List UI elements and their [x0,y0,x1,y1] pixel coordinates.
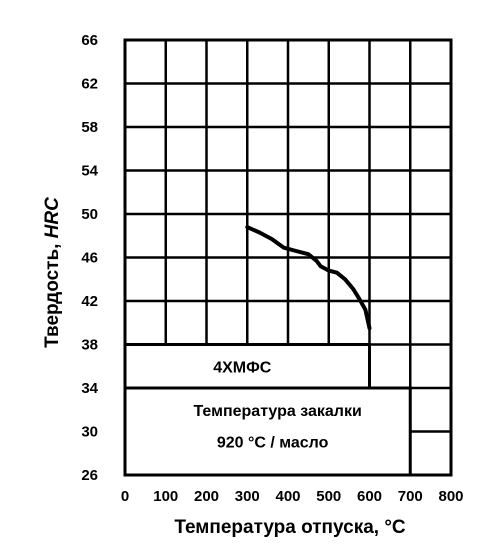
y-axis-label: Твердость, HRC [42,197,63,348]
y-tick-labels: 66 62 58 54 50 46 42 38 34 30 26 [81,32,98,484]
grid [125,40,451,475]
y-tick-label: 26 [81,467,98,484]
x-axis-label: Температура отпуска, °C [174,517,406,538]
x-tick-label: 0 [121,488,129,505]
y-tick-label: 50 [81,206,98,223]
x-tick-label: 800 [438,488,463,505]
x-tick-label: 200 [194,488,219,505]
y-tick-label: 66 [81,32,98,49]
x-tick-label: 400 [275,488,300,505]
y-tick-label: 46 [81,250,98,267]
y-axis-label-unit: HRC [42,197,63,238]
y-tick-label: 30 [81,424,98,441]
x-tick-label: 100 [153,488,178,505]
x-tick-label: 600 [357,488,382,505]
x-tick-labels: 0 100 200 300 400 500 600 700 800 [121,488,464,505]
quench-temperature-label: Температура закалки [193,403,361,420]
y-tick-label: 34 [81,380,98,397]
x-tick-label: 300 [235,488,260,505]
x-tick-label: 700 [398,488,423,505]
y-tick-label: 38 [81,337,98,354]
y-tick-label: 54 [81,163,98,180]
plot-frame [123,38,453,477]
hardness-curve [245,225,372,331]
quench-box [123,386,412,477]
y-tick-label: 58 [81,119,98,136]
y-axis-label-text: Твердость, [42,238,63,348]
y-tick-label: 42 [81,293,98,310]
y-tick-label: 62 [81,76,98,93]
x-tick-label: 500 [316,488,341,505]
quench-medium-label: 920 °C / масло [217,435,329,452]
steel-grade-label: 4ХМФС [213,359,272,376]
